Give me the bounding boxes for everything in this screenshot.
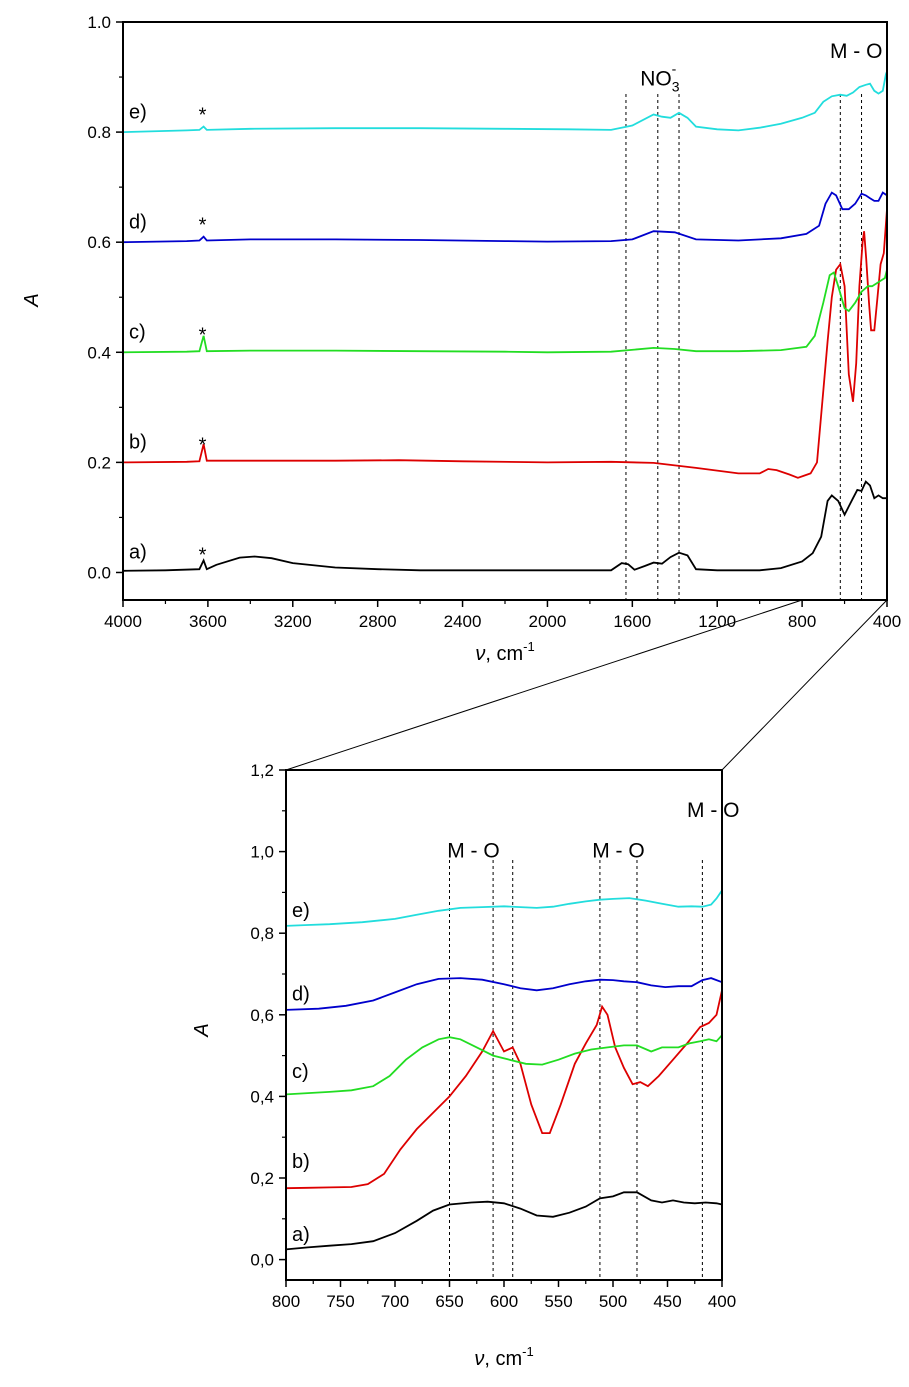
series-1-line [285,990,723,1190]
y-tick-label-1: 0,2 [250,1169,274,1188]
x-tick-label-6: 1600 [613,612,651,631]
x-tick-label-1: 3600 [189,612,227,631]
series-1-label: b) [129,432,147,454]
panel-zoom: a) b) c) d) e) 800 750 700 650 600 550 500 450 400 0,0… [191,761,740,1370]
x-tick-label-4: 2400 [444,612,482,631]
panel-full-spectrum: a) * b) * c) * d) * e) * 4000 3600 3200 2800 2400 2000 1… [21,13,901,665]
y-tick-label-4: 0.8 [87,123,111,142]
y-axis-label: A [21,293,43,307]
series-2-asterisk: * [199,325,207,347]
series-0-label: a) [292,1224,310,1246]
series-3-label: d) [129,211,147,233]
annotation-1: M - O [830,40,883,63]
x-tick-label-0: 800 [272,1292,300,1311]
annotation-0-sup: - [672,60,677,76]
series-2-line [122,269,888,354]
y-tick-label-2: 0.4 [87,343,111,362]
annotation-1-text: M - O [830,40,883,63]
x-tick-label-1: 750 [326,1292,354,1311]
x-axis-symbol: ν [475,643,485,665]
y-tick-label-5: 1.0 [87,13,111,32]
x-axis-label: ν, cm-1 [474,1344,533,1370]
series-3-line [122,191,888,244]
series-1-label: b) [292,1151,310,1173]
y-tick-label-1: 0.2 [87,453,111,472]
series-4-label: e) [292,900,310,922]
series-4-asterisk: * [199,104,207,126]
series-4-label: e) [129,101,147,123]
annotation-0-text: M - O [447,840,500,863]
series-0-line [122,480,887,572]
x-tick-label-4: 600 [490,1292,518,1311]
x-tick-label-3: 2800 [359,612,397,631]
x-axis-unit: , cm [484,1348,522,1370]
annotation-0: M - O [447,840,500,863]
series-4-line [122,71,888,133]
series-1-line [122,209,888,479]
x-tick-label-5: 550 [544,1292,572,1311]
series-1-asterisk: * [199,435,207,457]
x-tick-label-8: 800 [788,612,816,631]
x-axis-unit: , cm [485,643,523,665]
y-axis-label: A [191,1023,213,1037]
x-tick-label-8: 400 [708,1292,736,1311]
x-tick-label-5: 2000 [529,612,567,631]
x-tick-label-2: 3200 [274,612,312,631]
x-axis-label: ν, cm-1 [475,639,534,665]
y-tick-label-5: 1,0 [250,843,274,862]
series-0-asterisk: * [199,545,207,567]
y-tick-label-0: 0.0 [87,563,111,582]
x-tick-label-3: 650 [435,1292,463,1311]
x-tick-label-0: 4000 [104,612,142,631]
series-3-line [285,977,723,1011]
y-tick-label-3: 0.6 [87,233,111,252]
y-tick-label-2: 0,4 [250,1087,274,1106]
x-axis-unit-sup: -1 [522,1344,534,1359]
annotation-0: NO3 - [640,60,680,94]
series-2-line [285,1034,723,1096]
series-0-label: a) [129,542,147,564]
connector-left [285,599,803,771]
zoom-connectors [285,599,888,771]
annotation-0-text: NO [640,67,672,90]
series-0-line [285,1191,723,1251]
x-tick-label-2: 700 [381,1292,409,1311]
connector-right [721,599,888,771]
x-tick-label-7: 1200 [698,612,736,631]
series-4-line [285,889,723,927]
x-tick-label-6: 500 [599,1292,627,1311]
series-3-label: d) [292,984,310,1006]
y-tick-label-0: 0,0 [250,1251,274,1270]
y-tick-label-4: 0,8 [250,924,274,943]
annotation-1: M - O [592,840,645,863]
series-2-label: c) [129,322,146,344]
x-tick-label-7: 450 [653,1292,681,1311]
x-axis-symbol: ν [474,1348,484,1370]
series-2-label: c) [292,1061,309,1083]
annotation-0-sub: 3 [672,78,680,94]
y-tick-label-3: 0,6 [250,1006,274,1025]
x-tick-label-9: 400 [873,612,901,631]
x-axis-unit-sup: -1 [523,639,535,654]
annotation-2: M - O [687,799,740,822]
series-3-asterisk: * [199,214,207,236]
annotation-2-text: M - O [687,799,740,822]
plot-frame [122,21,888,601]
y-tick-label-6: 1,2 [250,761,274,780]
annotation-1-text: M - O [592,840,645,863]
